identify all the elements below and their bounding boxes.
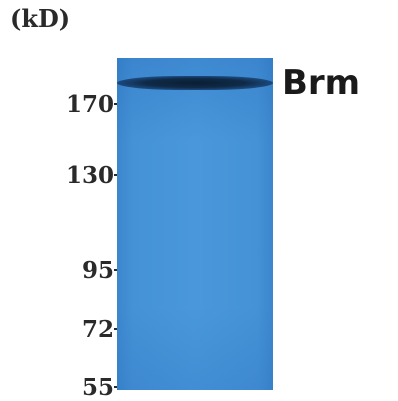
marker-label-55: 55 xyxy=(81,374,114,401)
marker-label-95: 95 xyxy=(81,257,114,284)
protein-label: Brm xyxy=(282,63,361,103)
protein-band xyxy=(117,76,273,90)
marker-label-170: 170 xyxy=(65,91,114,118)
blot-membrane xyxy=(117,58,273,390)
unit-label: (kD) xyxy=(10,4,71,33)
marker-label-130: 130 xyxy=(65,162,114,189)
marker-label-72: 72 xyxy=(81,316,114,343)
